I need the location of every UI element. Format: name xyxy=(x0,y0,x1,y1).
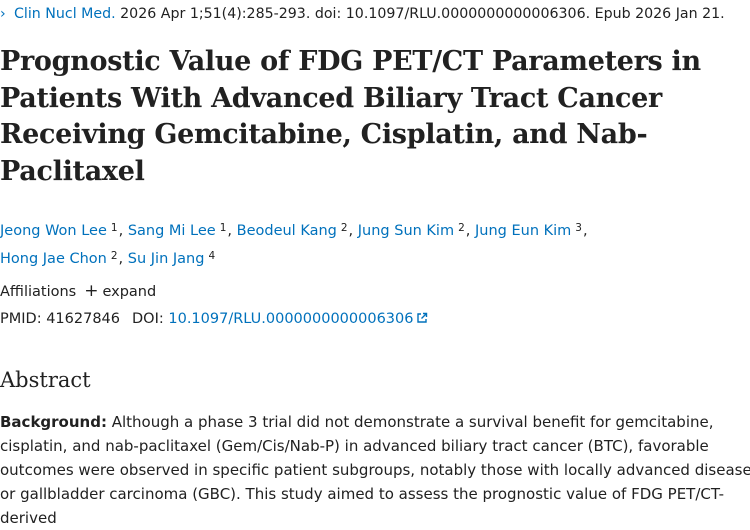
affiliation-ref[interactable]: 2 xyxy=(458,222,465,234)
affiliations-row: Affiliations + expand xyxy=(0,281,156,302)
plus-icon: + xyxy=(84,281,99,301)
author-link[interactable]: Jeong Won Lee xyxy=(0,223,107,239)
background-text: Although a phase 3 trial did not demonst… xyxy=(0,413,750,527)
author-link[interactable]: Beodeul Kang xyxy=(236,223,337,239)
affiliation-ref[interactable]: 4 xyxy=(208,250,216,262)
affiliation-ref[interactable]: 2 xyxy=(110,250,118,262)
citation-details: 2026 Apr 1;51(4):285-293. doi: 10.1097/R… xyxy=(115,6,725,22)
author-list: Jeong Won Lee 1, Sang Mi Lee 1, Beodeul Ka… xyxy=(0,222,588,267)
chevron-right-icon[interactable]: › xyxy=(0,6,6,22)
abstract-background: Background: Although a phase 3 trial did… xyxy=(0,410,750,530)
author-link[interactable]: Su Jin Jang xyxy=(127,251,205,267)
doi-value: 10.1097/RLU.0000000000006306 xyxy=(168,311,414,327)
affiliation-ref[interactable]: 1 xyxy=(110,222,118,234)
citation-line: › Clin Nucl Med. 2026 Apr 1;51(4):285-293… xyxy=(0,4,725,24)
author-link[interactable]: Hong Jae Chon xyxy=(0,251,107,267)
pmid-value: 41627846 xyxy=(46,311,121,327)
author-link[interactable]: Jung Sun Kim xyxy=(357,223,455,239)
affiliation-ref[interactable]: 2 xyxy=(340,222,348,234)
expand-label: expand xyxy=(102,284,157,300)
pmid-label: PMID: xyxy=(0,311,42,327)
article-title: Prognostic Value of FDG PET/CT Parameter… xyxy=(0,46,701,187)
journal-link[interactable]: Clin Nucl Med. xyxy=(14,6,116,22)
article-page: › Clin Nucl Med. 2026 Apr 1;51(4):285-293… xyxy=(0,4,750,527)
abstract-heading: Abstract xyxy=(0,368,91,392)
affiliations-expand-button[interactable]: + expand xyxy=(84,281,157,301)
affiliation-ref[interactable]: 3 xyxy=(575,222,582,234)
identifiers-row: PMID: 41627846 DOI: 10.1097/RLU.000000000… xyxy=(0,309,428,329)
doi-label: DOI: xyxy=(132,311,164,327)
affiliations-label: Affiliations xyxy=(0,284,77,300)
author-link[interactable]: Sang Mi Lee xyxy=(127,223,216,239)
external-link-icon xyxy=(417,312,428,323)
affiliation-ref[interactable]: 1 xyxy=(219,222,227,234)
author-link[interactable]: Jung Eun Kim xyxy=(475,223,572,239)
doi-link[interactable]: 10.1097/RLU.0000000000006306 xyxy=(168,311,428,327)
background-label: Background: xyxy=(0,413,107,431)
